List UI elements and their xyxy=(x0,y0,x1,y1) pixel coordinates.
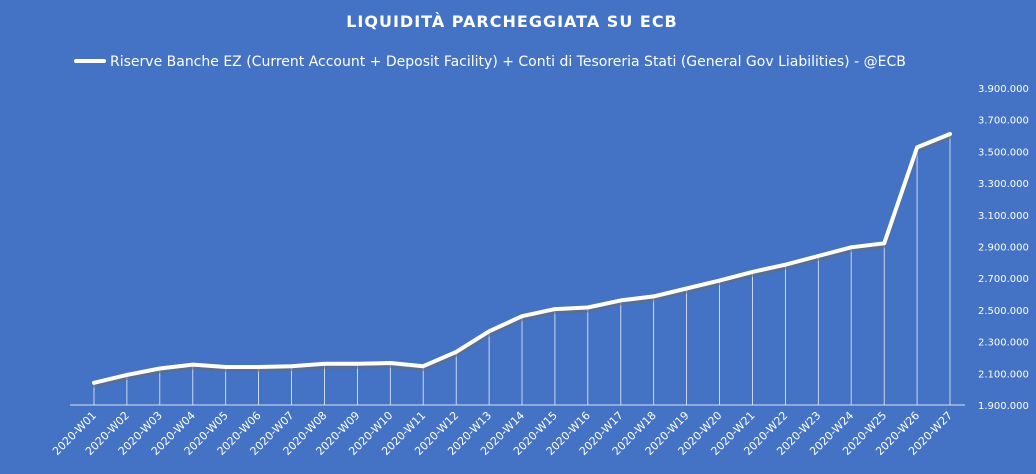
series-line-shadow xyxy=(92,135,952,388)
y-tick-label: 1.900.000 xyxy=(978,401,1029,412)
y-tick-label: 3.500.000 xyxy=(978,147,1029,158)
x-axis: 2020-W012020-W022020-W032020-W042020-W05… xyxy=(50,404,965,458)
legend-label: Riserve Banche EZ (Current Account + Dep… xyxy=(110,54,906,70)
chart-title: LIQUIDITÀ PARCHEGGIATA SU ECB xyxy=(346,12,678,31)
y-tick-label: 3.300.000 xyxy=(978,179,1029,190)
y-tick-label: 2.100.000 xyxy=(978,369,1029,380)
y-tick-label: 2.900.000 xyxy=(978,243,1029,254)
y-axis: 1.900.000 2.100.000 2.300.000 2.500.000 2.70… xyxy=(978,84,1029,412)
series xyxy=(92,132,952,388)
drop-lines xyxy=(93,134,951,405)
y-tick-label: 2.700.000 xyxy=(978,274,1029,285)
y-tick-label: 2.300.000 xyxy=(978,338,1029,349)
y-tick-label: 3.100.000 xyxy=(978,211,1029,222)
y-tick-label: 3.700.000 xyxy=(978,116,1029,127)
y-tick-label: 3.900.000 xyxy=(978,84,1029,95)
y-tick-label: 2.500.000 xyxy=(978,306,1029,317)
series-line xyxy=(92,132,952,385)
legend: Riserve Banche EZ (Current Account + Dep… xyxy=(74,54,906,70)
